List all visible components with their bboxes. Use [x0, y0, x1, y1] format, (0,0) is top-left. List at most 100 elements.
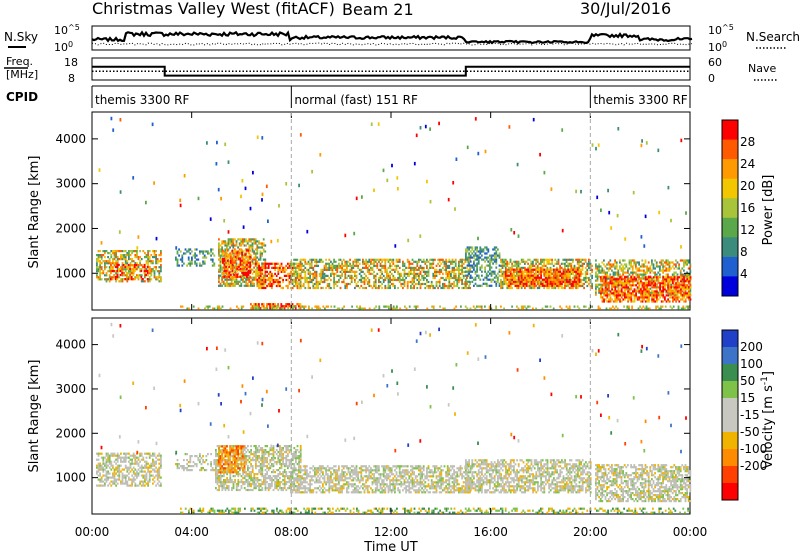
power-ylabel: Slant Range [km]: [27, 156, 42, 269]
power-cell: [549, 280, 552, 283]
power-cell: [288, 274, 291, 277]
power-cell: [481, 250, 483, 253]
power-cell: [137, 278, 140, 281]
power-cell: [262, 278, 265, 281]
power-cell: [299, 282, 302, 286]
power-cell: [183, 252, 185, 255]
power-cell: [461, 268, 463, 271]
power-cell: [258, 276, 260, 280]
power-cell: [530, 266, 533, 269]
power-cell: [96, 268, 98, 271]
power-cell: [511, 268, 514, 271]
power-cell: [584, 260, 587, 263]
power-cell: [358, 268, 361, 271]
power-cell: [533, 264, 536, 267]
power-cell: [146, 265, 149, 269]
power-cell: [564, 276, 566, 279]
power-cell: [469, 258, 471, 261]
power-cell: [269, 262, 272, 265]
power-cell: [296, 280, 299, 284]
power-cell: [427, 268, 430, 271]
power-cell: [649, 294, 652, 297]
power-cell: [551, 282, 554, 285]
power-cell: [617, 288, 620, 291]
power-cell: [564, 272, 566, 275]
power-cell: [482, 258, 485, 261]
power-cell: [522, 284, 525, 287]
power-cell: [524, 274, 526, 277]
power-cell: [652, 290, 655, 293]
power-cell: [262, 282, 265, 285]
power-cell: [606, 263, 608, 266]
power-cell: [462, 274, 465, 277]
power-cell: [233, 269, 235, 272]
power-cell: [477, 274, 480, 277]
power-cell: [123, 268, 125, 271]
velocity-cell: [107, 456, 109, 459]
power-cell: [648, 278, 650, 281]
power-cell: [639, 269, 642, 272]
power-cell: [97, 278, 100, 281]
power-cell: [651, 286, 653, 289]
power-cell: [435, 268, 438, 271]
power-cell: [667, 259, 669, 262]
power-cell: [675, 300, 677, 303]
power-cell: [293, 272, 295, 275]
power-cell: [611, 288, 613, 291]
power-cell: [684, 263, 687, 266]
power-cell: [371, 262, 374, 265]
power-cell: [259, 278, 262, 281]
power-cell: [552, 270, 555, 273]
power-cell: [312, 268, 315, 271]
power-cell: [490, 272, 493, 275]
power-cell: [116, 278, 119, 281]
power-cell: [596, 273, 599, 276]
power-cell: [310, 258, 313, 261]
power-cell: [609, 259, 612, 262]
power-cell: [632, 290, 634, 293]
power-cell: [241, 249, 243, 252]
power-cell: [210, 248, 212, 251]
power-cell: [572, 280, 574, 283]
power-cell: [553, 280, 555, 283]
power-cell: [251, 238, 254, 241]
power-cell: [156, 260, 159, 263]
power-cell: [309, 272, 311, 275]
power-cell: [668, 261, 671, 264]
power-cell: [611, 284, 613, 287]
power-cell: [218, 274, 220, 277]
power-cell: [202, 262, 204, 265]
power-cell: [130, 278, 133, 281]
power-cell: [659, 269, 661, 272]
power-cell: [458, 266, 460, 269]
power-cell: [421, 282, 423, 286]
power-cell: [484, 260, 486, 263]
power-ytick-label: 2000: [55, 221, 86, 235]
power-cell: [280, 268, 283, 271]
power-cell: [665, 259, 668, 262]
power-cell: [339, 266, 342, 269]
power-cell: [654, 271, 656, 274]
power-cell: [227, 240, 230, 243]
power-cell: [606, 288, 609, 291]
power-cell: [249, 249, 251, 252]
power-cell: [413, 266, 415, 269]
power-cell: [601, 298, 604, 301]
power-cell: [256, 282, 259, 285]
power-cell: [633, 296, 636, 299]
power-cell: [543, 262, 545, 265]
power-cell: [519, 262, 521, 265]
power-cell: [519, 274, 522, 277]
power-cell: [112, 268, 114, 271]
power-cell: [476, 258, 478, 261]
power-cell: [233, 249, 235, 252]
power-cell: [575, 268, 578, 271]
power-cell: [525, 307, 528, 310]
power-cell: [239, 257, 242, 260]
velocity-cell: [97, 464, 100, 467]
power-cell: [498, 270, 501, 273]
power-cell: [640, 292, 642, 295]
power-cell: [437, 286, 439, 290]
power-cell: [575, 278, 578, 281]
power-cell: [665, 300, 668, 303]
